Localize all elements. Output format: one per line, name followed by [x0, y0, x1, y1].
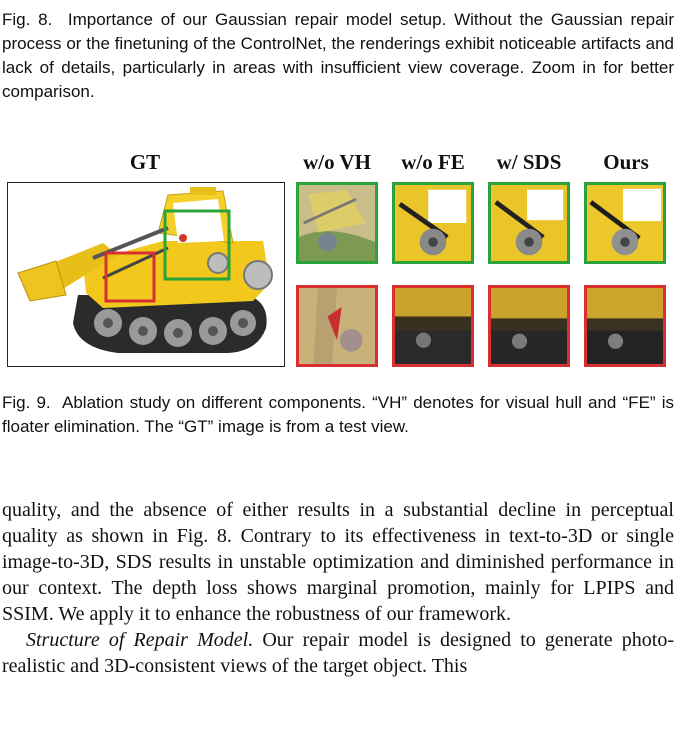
red-crop-box — [104, 251, 156, 303]
paragraph-2-text: Our repair model is designed to generate… — [2, 629, 675, 677]
crop-top-wo-vh — [296, 182, 378, 264]
crop-top-ours — [584, 182, 666, 264]
lego-bulldozer-illustration — [17, 187, 273, 353]
body-text: quality, and the absence of either resul… — [2, 497, 674, 679]
column-label-ours: Ours — [603, 150, 649, 174]
figure-8-label: Fig. 8. — [2, 10, 53, 29]
crop-top-w-sds — [488, 182, 570, 264]
crop-bottom-wo-fe — [392, 285, 474, 367]
paragraph-2: Structure of Repair Model. Our repair mo… — [2, 627, 674, 679]
figure-8-text: Importance of our Gaussian repair model … — [2, 10, 674, 101]
column-label-gt: GT — [129, 150, 161, 174]
paragraph-2-heading: Structure of Repair Model. — [26, 629, 254, 651]
column-label-w-sds: w/ SDS — [496, 150, 562, 174]
figure-9-text: Ablation study on different components. … — [2, 393, 674, 436]
green-crop-box — [163, 209, 231, 281]
column-label-wo-vh: w/o VH — [303, 150, 371, 174]
gt-image — [7, 182, 285, 367]
column-label-wo-fe: w/o FE — [401, 150, 465, 174]
crop-bottom-wo-vh — [296, 285, 378, 367]
figure-8-caption: Fig. 8. Importance of our Gaussian repai… — [2, 8, 674, 104]
figure-9-caption: Fig. 9. Ablation study on different comp… — [2, 391, 674, 439]
crop-bottom-ours — [584, 285, 666, 367]
paragraph-1: quality, and the absence of either resul… — [2, 499, 674, 625]
crop-top-wo-fe — [392, 182, 474, 264]
crop-bottom-w-sds — [488, 285, 570, 367]
figure-9-label: Fig. 9. — [2, 393, 51, 412]
